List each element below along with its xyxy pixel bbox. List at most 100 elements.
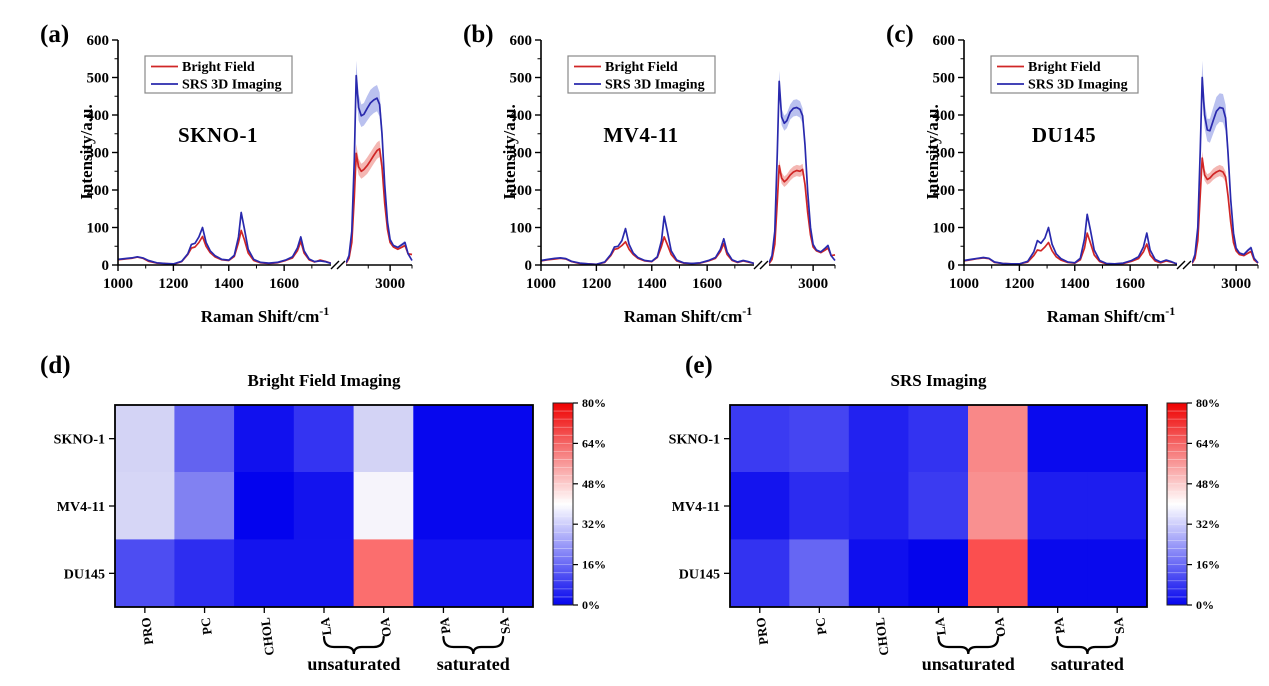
cell-DU145-CHOL — [234, 539, 295, 608]
cell-MV4-11-SA — [1087, 472, 1148, 540]
y-tick-label: 100 — [510, 221, 533, 237]
x-axis-title: Raman Shift/cm-1 — [1047, 304, 1176, 326]
brace-unsaturated — [322, 635, 385, 655]
cell-SKNO-1-OA — [353, 404, 414, 473]
legend-label-bright_field: Bright Field — [605, 60, 678, 75]
colorbar-tick-label: 80% — [1196, 396, 1220, 410]
x-tick-label: 1200 — [158, 276, 188, 292]
colorbar-tick-label: 16% — [1196, 558, 1220, 572]
row-label-DU145: DU145 — [64, 567, 105, 582]
x-tick-label: 1400 — [1060, 276, 1090, 292]
x-tick-label: 1600 — [269, 276, 299, 292]
y-tick-label: 400 — [510, 108, 533, 124]
cell-SKNO-1-CHOL — [234, 404, 295, 473]
heatmap-title-bright-field: Bright Field Imaging — [247, 371, 401, 390]
axis-break-mark — [1182, 260, 1192, 270]
cell-SKNO-1-PA — [413, 404, 474, 473]
cell-DU145-CHOL — [848, 539, 909, 608]
colorbar — [553, 403, 573, 605]
cell-line-label-du145: DU145 — [1031, 123, 1097, 147]
cell-DU145-LA — [293, 539, 355, 608]
group-label-saturated: saturated — [1051, 654, 1124, 674]
heatmap-panel-e: (e) SRS Imaging SKNO-1 MV4-11 DU145 PRO PC CH… — [635, 345, 1269, 686]
cell-MV4-11-OA — [353, 472, 414, 540]
col-label-PRO: PRO — [753, 617, 771, 646]
x-tick-label: 1600 — [692, 276, 722, 292]
cell-DU145-SA — [1087, 539, 1148, 608]
col-label-PC: PC — [198, 617, 215, 636]
colorbar-tick-label: 64% — [582, 436, 606, 450]
colorbar-border — [1166, 402, 1188, 606]
cell-MV4-11-PC — [789, 472, 850, 540]
cell-SKNO-1-PA — [1027, 404, 1088, 473]
col-label-LA: LA — [932, 616, 949, 636]
cell-line-label-skno1: SKNO-1 — [177, 123, 258, 147]
cell-MV4-11-LA — [293, 472, 355, 540]
panel-letter-c: (c) — [886, 21, 914, 48]
heatmap-chart-e: SKNO-1 MV4-11 DU145 PRO PC CHOL LA OA PA SA unsatu… — [669, 396, 1220, 674]
y-tick-label: 300 — [87, 146, 110, 162]
y-axis-title: Intensity/a.u. — [923, 104, 942, 199]
axis-break-mark — [759, 260, 769, 270]
y-tick-label: 100 — [87, 221, 110, 237]
cell-MV4-11-LA — [908, 472, 969, 540]
heatmap-chart-d: SKNO-1 MV4-11 DU145 PRO PC CHOL LA OA PA SA unsatu… — [54, 396, 606, 674]
cell-MV4-11-PC — [174, 472, 235, 540]
y-tick-label: 600 — [510, 33, 533, 49]
cell-MV4-11-PRO — [114, 472, 175, 540]
brace-saturated — [442, 635, 505, 655]
colorbar-tick-label: 32% — [1196, 517, 1220, 531]
spectrum-line-bright_field — [963, 157, 1259, 266]
y-tick-label: 100 — [933, 221, 956, 237]
spectra-panel-c: (c) DU145 0 100 200 300 400 500 600 1000 1200 140… — [846, 0, 1269, 345]
colorbar-tick-label: 32% — [582, 517, 606, 531]
panel-letter-b: (b) — [463, 21, 494, 48]
y-tick-label: 500 — [510, 71, 533, 87]
group-label-saturated: saturated — [437, 654, 510, 674]
colorbar-tick-label: 64% — [1196, 436, 1220, 450]
axis-break-mark — [336, 260, 346, 270]
cell-DU145-SA — [473, 539, 534, 608]
legend-box — [990, 55, 1139, 94]
col-label-CHOL: CHOL — [872, 616, 892, 656]
cell-MV4-11-CHOL — [848, 472, 909, 540]
cell-MV4-11-CHOL — [234, 472, 295, 540]
y-tick-label: 500 — [87, 71, 110, 87]
cell-DU145-OA — [353, 539, 414, 608]
col-label-SA: SA — [1110, 616, 1127, 635]
y-tick-label: 0 — [948, 258, 956, 274]
row-label-SKNO-1: SKNO-1 — [669, 433, 720, 448]
colorbar-tick-label: 48% — [1196, 477, 1220, 491]
x-axis-title: Raman Shift/cm-1 — [201, 304, 330, 326]
cell-SKNO-1-PRO — [114, 404, 175, 473]
error-band-bright_field — [964, 151, 1258, 265]
group-label-unsaturated: unsaturated — [307, 654, 400, 674]
x-tick-label: 1000 — [103, 276, 133, 292]
x-tick-label: 1200 — [581, 276, 611, 292]
colorbar-tick-label: 0% — [582, 598, 600, 612]
panel-letter-e: (e) — [685, 352, 713, 379]
cell-MV4-11-PA — [1027, 472, 1088, 540]
x-tick-label: 1200 — [1004, 276, 1034, 292]
row-label-MV4-11: MV4-11 — [57, 500, 105, 515]
cell-DU145-OA — [968, 539, 1029, 608]
legend-label-bright_field: Bright Field — [1028, 60, 1101, 75]
cell-SKNO-1-PRO — [729, 404, 790, 473]
colorbar — [1167, 403, 1187, 605]
heatmap-title-srs: SRS Imaging — [890, 371, 987, 390]
x-tick-label: 1400 — [214, 276, 244, 292]
colorbar-border — [552, 402, 574, 606]
cell-MV4-11-PA — [413, 472, 474, 540]
cell-SKNO-1-LA — [908, 404, 969, 473]
spectra-chart-SKNO-1: 0 100 200 300 400 500 600 1000 1200 1400 1600 3000 I… — [77, 33, 413, 326]
col-label-SA: SA — [496, 616, 513, 635]
row-label-MV4-11: MV4-11 — [672, 500, 720, 515]
legend-label-srs: SRS 3D Imaging — [182, 78, 282, 93]
cell-SKNO-1-OA — [968, 404, 1029, 473]
col-label-PRO: PRO — [138, 617, 156, 646]
y-tick-label: 0 — [102, 258, 110, 274]
spectrum-line-srs — [963, 76, 1259, 266]
x-axis-title: Raman Shift/cm-1 — [624, 304, 753, 326]
colorbar-tick-label: 48% — [582, 477, 606, 491]
